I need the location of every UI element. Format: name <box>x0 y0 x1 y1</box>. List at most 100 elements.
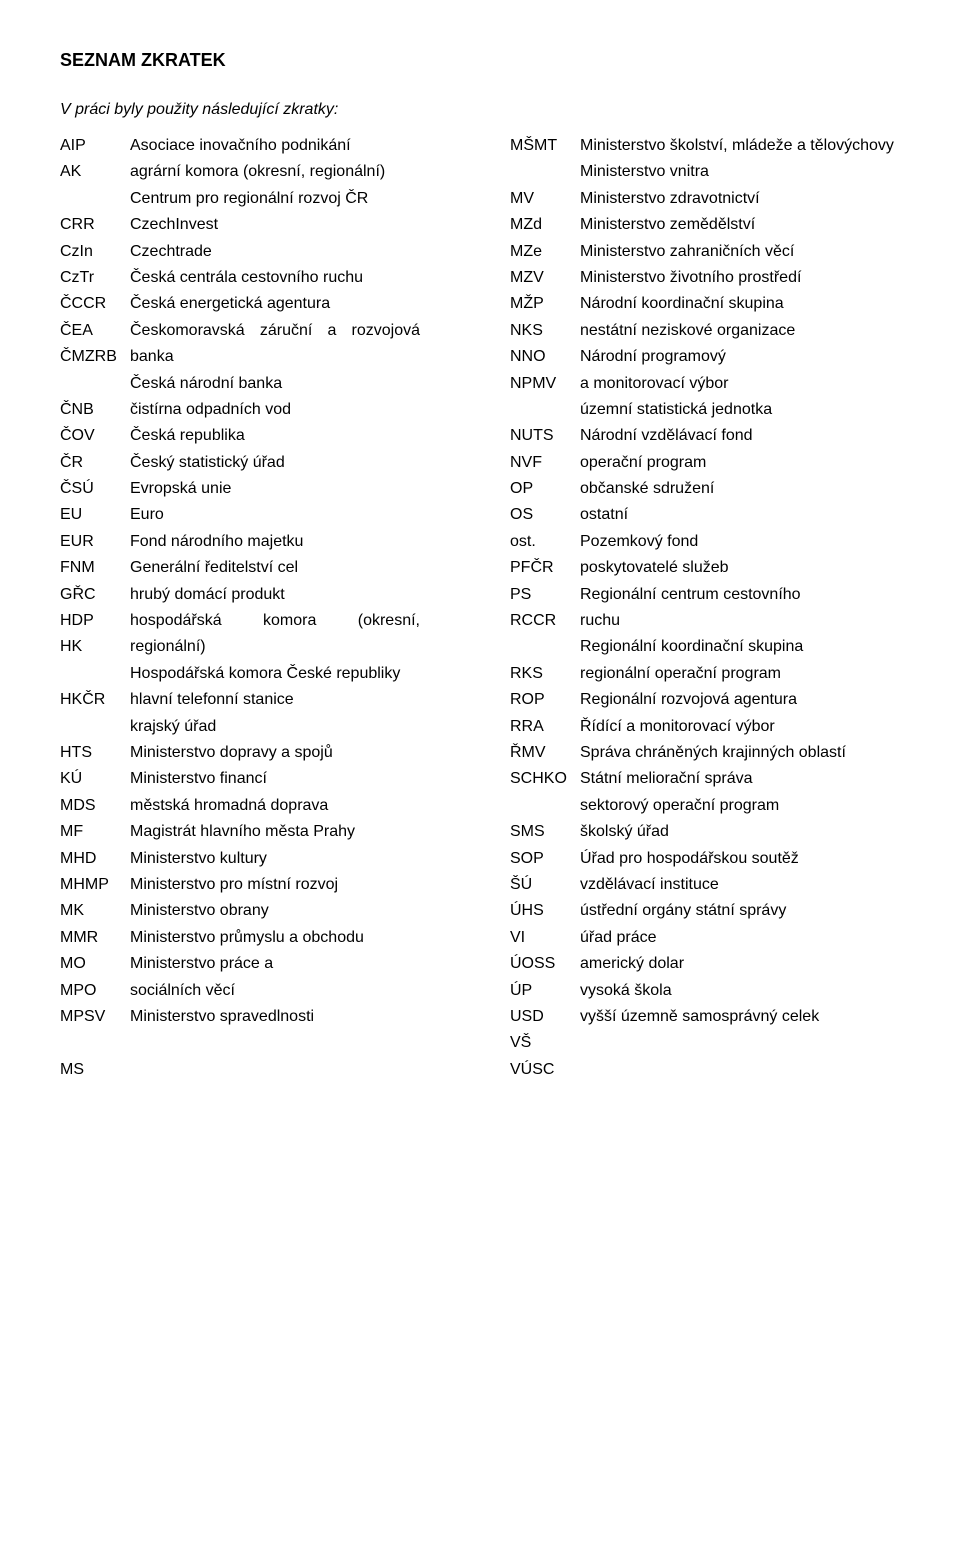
text-line: AK <box>60 159 130 185</box>
text-line: MHMP <box>60 872 130 898</box>
text-line: Český statistický úřad <box>130 450 420 476</box>
text-line: územní statistická jednotka <box>580 397 900 423</box>
text-line: ostatní <box>580 502 900 528</box>
text-line <box>510 159 580 185</box>
text-line: OP <box>510 476 580 502</box>
left-column: AIPAK CRRCzInCzTrČCCRČEAČMZRB ČNBČOVČRČS… <box>60 133 420 1083</box>
text-line: VŠ <box>510 1030 580 1056</box>
text-line: občanské sdružení <box>580 476 900 502</box>
text-line <box>510 793 580 819</box>
text-line: RRA <box>510 714 580 740</box>
intro-text: V práci byly použity následující zkratky… <box>60 101 900 119</box>
text-line: NKS <box>510 318 580 344</box>
text-line: CzTr <box>60 265 130 291</box>
text-line: NNO <box>510 344 580 370</box>
text-line: Ministerstvo obrany <box>130 898 420 924</box>
text-line: HDP <box>60 608 130 634</box>
text-line: úřad práce <box>580 925 900 951</box>
text-line: ROP <box>510 687 580 713</box>
text-line: Ministerstvo životního prostředí <box>580 265 900 291</box>
text-line: Ministerstvo zdravotnictví <box>580 186 900 212</box>
text-line: Generální ředitelství cel <box>130 555 420 581</box>
document-title: SEZNAM ZKRATEK <box>60 50 900 71</box>
text-line: hlavní telefonní stanice <box>130 687 420 713</box>
text-line: SOP <box>510 846 580 872</box>
text-line: ÚOSS <box>510 951 580 977</box>
text-line: sektorový operační program <box>580 793 900 819</box>
text-line: MPSV <box>60 1004 130 1030</box>
text-line: regionální operační program <box>580 661 900 687</box>
text-line: MS <box>60 1057 130 1083</box>
text-line: Euro <box>130 502 420 528</box>
text-line: MPO <box>60 978 130 1004</box>
text-line: školský úřad <box>580 819 900 845</box>
text-line <box>60 186 130 212</box>
text-line: EU <box>60 502 130 528</box>
text-line: ČSÚ <box>60 476 130 502</box>
text-line: MZe <box>510 239 580 265</box>
text-line <box>510 634 580 660</box>
text-line: HKČR <box>60 687 130 713</box>
text-line: poskytovatelé služeb <box>580 555 900 581</box>
text-line: Ministerstvo pro místní rozvoj <box>130 872 420 898</box>
text-line: sociálních věcí <box>130 978 420 1004</box>
text-line: vzdělávací instituce <box>580 872 900 898</box>
text-line: Ministerstvo vnitra <box>580 159 900 185</box>
text-line: Hospodářská komora České republiky <box>130 661 420 687</box>
text-line: Správa chráněných krajinných oblastí <box>580 740 900 766</box>
text-line: Česká národní banka <box>130 371 420 397</box>
text-line: a monitorovací výbor <box>580 371 900 397</box>
text-line <box>60 371 130 397</box>
text-line: Fond národního majetku <box>130 529 420 555</box>
text-line: Evropská unie <box>130 476 420 502</box>
text-line: ČOV <box>60 423 130 449</box>
text-line: čistírna odpadních vod <box>130 397 420 423</box>
text-line <box>60 714 130 740</box>
text-line: Ministerstvo kultury <box>130 846 420 872</box>
text-line: ČEA <box>60 318 130 344</box>
text-line: ČNB <box>60 397 130 423</box>
text-line: hrubý domácí produkt <box>130 582 420 608</box>
right-column: MŠMT MVMZdMZeMZVMŽPNKSNNONPMV NUTSNVFOPO… <box>510 133 900 1083</box>
text-line: vysoká škola <box>580 978 900 1004</box>
text-line: Ministerstvo školství, mládeže a tělovýc… <box>580 133 900 159</box>
text-line: KÚ <box>60 766 130 792</box>
text-line: Ministerstvo spravedlnosti <box>130 1004 420 1030</box>
text-line: NUTS <box>510 423 580 449</box>
text-line: Czechtrade <box>130 239 420 265</box>
text-line: MZV <box>510 265 580 291</box>
text-line: Řídící a monitorovací výbor <box>580 714 900 740</box>
text-line: MK <box>60 898 130 924</box>
text-line: krajský úřad <box>130 714 420 740</box>
text-line: agrární komora (okresní, regionální) <box>130 159 420 185</box>
text-line: ost. <box>510 529 580 555</box>
left-definition-list: Asociace inovačního podnikáníagrární kom… <box>130 133 420 1083</box>
text-line: VÚSC <box>510 1057 580 1083</box>
text-line: MHD <box>60 846 130 872</box>
text-line: CzechInvest <box>130 212 420 238</box>
text-line: Česká centrála cestovního ruchu <box>130 265 420 291</box>
text-line: GŘC <box>60 582 130 608</box>
text-line: HTS <box>60 740 130 766</box>
text-line: PS <box>510 582 580 608</box>
text-line: Asociace inovačního podnikání <box>130 133 420 159</box>
text-line: městská hromadná doprava <box>130 793 420 819</box>
text-line: MO <box>60 951 130 977</box>
text-line: RKS <box>510 661 580 687</box>
text-line: Centrum pro regionální rozvoj ČR <box>130 186 420 212</box>
text-line: MMR <box>60 925 130 951</box>
text-line: Magistrát hlavního města Prahy <box>130 819 420 845</box>
text-line: ÚHS <box>510 898 580 924</box>
text-line: MŽP <box>510 291 580 317</box>
text-line: vyšší územně samosprávný celek <box>580 1004 900 1030</box>
text-line: Národní programový <box>580 344 900 370</box>
text-line: ÚP <box>510 978 580 1004</box>
text-line: Česká energetická agentura <box>130 291 420 317</box>
text-line: ČCCR <box>60 291 130 317</box>
text-line: SMS <box>510 819 580 845</box>
page: SEZNAM ZKRATEK V práci byly použity násl… <box>0 0 960 1553</box>
text-line: CzIn <box>60 239 130 265</box>
text-line: ČMZRB <box>60 344 130 370</box>
text-line: ústřední orgány státní správy <box>580 898 900 924</box>
text-line: VI <box>510 925 580 951</box>
